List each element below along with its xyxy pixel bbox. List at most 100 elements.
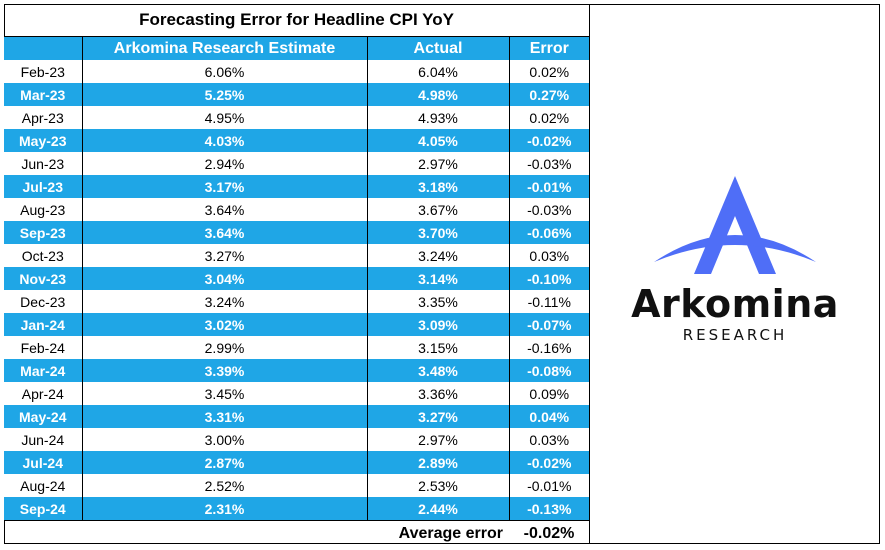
logo-wordmark: Arkomina <box>631 282 839 326</box>
table-row: Dec-23 3.24% 3.35% -0.11% <box>4 290 590 313</box>
cell-actual: 2.53% <box>367 474 510 497</box>
cell-month: Feb-24 <box>4 336 83 359</box>
arkomina-logo: Arkomina RESEARCH <box>610 170 860 350</box>
cell-error: -0.06% <box>509 221 590 244</box>
table-row: Sep-24 2.31% 2.44% -0.13% <box>4 497 590 521</box>
cell-month: Jun-23 <box>4 152 83 175</box>
table-row: Jul-23 3.17% 3.18% -0.01% <box>4 175 590 198</box>
cell-error: -0.01% <box>509 474 590 497</box>
table-row: Jun-23 2.94% 2.97% -0.03% <box>4 152 590 175</box>
cell-estimate: 3.31% <box>82 405 368 428</box>
cell-month: Nov-23 <box>4 267 83 290</box>
cell-month: Feb-23 <box>4 60 83 83</box>
average-error-label: Average error <box>4 520 509 547</box>
cell-month: Jul-24 <box>4 451 83 474</box>
cell-actual: 6.04% <box>367 60 510 83</box>
cell-actual: 3.14% <box>367 267 510 290</box>
cell-month: Apr-24 <box>4 382 83 405</box>
average-error-value: -0.02% <box>509 520 590 547</box>
cell-estimate: 3.39% <box>82 359 368 382</box>
cell-estimate: 2.94% <box>82 152 368 175</box>
cell-estimate: 6.06% <box>82 60 368 83</box>
table-row: Aug-23 3.64% 3.67% -0.03% <box>4 198 590 221</box>
cell-month: Jul-23 <box>4 175 83 198</box>
cell-actual: 3.35% <box>367 290 510 313</box>
table-row: Feb-24 2.99% 3.15% -0.16% <box>4 336 590 359</box>
cell-actual: 3.18% <box>367 175 510 198</box>
cell-actual: 3.67% <box>367 198 510 221</box>
cell-month: Apr-23 <box>4 106 83 129</box>
table-row: Aug-24 2.52% 2.53% -0.01% <box>4 474 590 497</box>
header-row: Arkomina Research Estimate Actual Error <box>4 36 590 60</box>
cell-estimate: 3.27% <box>82 244 368 267</box>
cell-estimate: 2.31% <box>82 497 368 521</box>
table-row: Mar-23 5.25% 4.98% 0.27% <box>4 83 590 106</box>
cell-month: Jun-24 <box>4 428 83 451</box>
cell-error: -0.03% <box>509 198 590 221</box>
cell-month: May-23 <box>4 129 83 152</box>
column-divider <box>589 4 590 544</box>
table-row: May-23 4.03% 4.05% -0.02% <box>4 129 590 152</box>
cell-estimate: 3.17% <box>82 175 368 198</box>
forecast-table: Forecasting Error for Headline CPI YoY A… <box>4 4 590 547</box>
cell-error: 0.03% <box>509 428 590 451</box>
table-row: Jan-24 3.02% 3.09% -0.07% <box>4 313 590 336</box>
cell-estimate: 3.64% <box>82 221 368 244</box>
cell-month: Jan-24 <box>4 313 83 336</box>
cell-month: Sep-24 <box>4 497 83 521</box>
table-row: Jun-24 3.00% 2.97% 0.03% <box>4 428 590 451</box>
cell-estimate: 2.87% <box>82 451 368 474</box>
cell-month: Dec-23 <box>4 290 83 313</box>
cell-estimate: 4.95% <box>82 106 368 129</box>
table-row: Jul-24 2.87% 2.89% -0.02% <box>4 451 590 474</box>
cell-actual: 3.27% <box>367 405 510 428</box>
cell-actual: 3.24% <box>367 244 510 267</box>
table-row: Oct-23 3.27% 3.24% 0.03% <box>4 244 590 267</box>
cell-actual: 2.97% <box>367 428 510 451</box>
cell-error: -0.11% <box>509 290 590 313</box>
cell-error: -0.01% <box>509 175 590 198</box>
title-row: Forecasting Error for Headline CPI YoY <box>4 4 590 37</box>
table-row: Apr-24 3.45% 3.36% 0.09% <box>4 382 590 405</box>
cell-actual: 3.70% <box>367 221 510 244</box>
cell-error: 0.03% <box>509 244 590 267</box>
cell-error: -0.13% <box>509 497 590 521</box>
cell-actual: 4.98% <box>367 83 510 106</box>
table-row: May-24 3.31% 3.27% 0.04% <box>4 405 590 428</box>
cell-estimate: 3.24% <box>82 290 368 313</box>
cell-error: 0.02% <box>509 60 590 83</box>
logo-subtitle: RESEARCH <box>682 326 788 344</box>
cell-actual: 4.05% <box>367 129 510 152</box>
cell-error: -0.10% <box>509 267 590 290</box>
cell-estimate: 5.25% <box>82 83 368 106</box>
header-estimate: Arkomina Research Estimate <box>82 36 368 60</box>
cell-error: -0.16% <box>509 336 590 359</box>
cell-actual: 3.15% <box>367 336 510 359</box>
cell-actual: 2.97% <box>367 152 510 175</box>
cell-actual: 4.93% <box>367 106 510 129</box>
cell-estimate: 3.00% <box>82 428 368 451</box>
cell-estimate: 2.52% <box>82 474 368 497</box>
table-row: Mar-24 3.39% 3.48% -0.08% <box>4 359 590 382</box>
table-row: Nov-23 3.04% 3.14% -0.10% <box>4 267 590 290</box>
cell-month: May-24 <box>4 405 83 428</box>
cell-actual: 2.89% <box>367 451 510 474</box>
cell-estimate: 3.02% <box>82 313 368 336</box>
cell-error: 0.04% <box>509 405 590 428</box>
average-row: Average error -0.02% <box>4 520 590 547</box>
cell-error: -0.08% <box>509 359 590 382</box>
cell-error: -0.02% <box>509 129 590 152</box>
header-month <box>4 36 83 60</box>
header-actual: Actual <box>367 36 510 60</box>
cell-estimate: 4.03% <box>82 129 368 152</box>
cell-error: 0.02% <box>509 106 590 129</box>
cell-estimate: 3.04% <box>82 267 368 290</box>
cell-error: 0.27% <box>509 83 590 106</box>
cell-estimate: 2.99% <box>82 336 368 359</box>
cell-error: -0.07% <box>509 313 590 336</box>
cell-error: 0.09% <box>509 382 590 405</box>
cell-month: Aug-24 <box>4 474 83 497</box>
cell-month: Sep-23 <box>4 221 83 244</box>
cell-error: -0.02% <box>509 451 590 474</box>
cell-month: Oct-23 <box>4 244 83 267</box>
